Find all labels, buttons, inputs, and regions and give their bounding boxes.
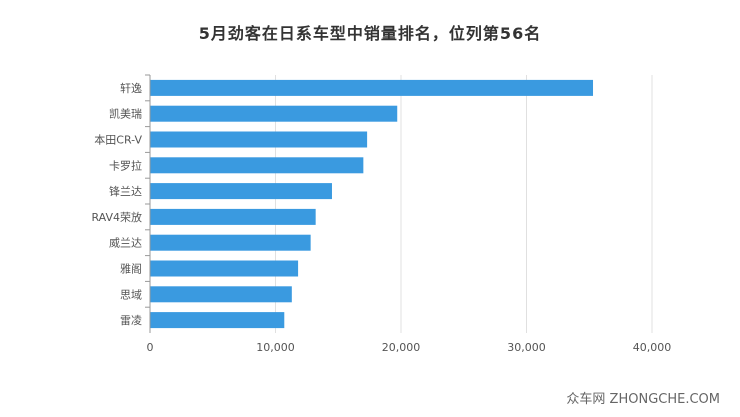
category-label: 雅阁	[120, 262, 142, 276]
x-tick-label: 0	[147, 341, 154, 354]
bar	[150, 312, 285, 329]
bar	[150, 286, 292, 303]
category-label: 本田CR-V	[94, 133, 142, 147]
bar	[150, 131, 368, 148]
category-label: 轩逸	[120, 81, 142, 95]
category-label: 凯美瑞	[109, 107, 142, 121]
x-tick-label: 10,000	[256, 341, 295, 354]
bar	[150, 260, 299, 277]
chart-title: 5月劲客在日系车型中销量排名，位列第56名	[198, 24, 542, 43]
x-tick-label: 30,000	[507, 341, 546, 354]
x-tick-label: 20,000	[382, 341, 421, 354]
bar	[150, 79, 594, 96]
category-label: 锋兰达	[109, 185, 142, 198]
category-label: 思域	[120, 288, 142, 301]
category-label: RAV4荣放	[91, 210, 142, 224]
bar	[150, 234, 311, 251]
watermark: 众车网 ZHONGCHE.COM	[566, 392, 720, 407]
bar	[150, 183, 332, 200]
category-label: 卡罗拉	[109, 158, 142, 172]
x-tick-label: 40,000	[633, 341, 672, 354]
x-tick-labels: 0 10,000 20,000 30,000 40,000	[147, 341, 672, 354]
bar	[150, 105, 398, 122]
bar	[150, 157, 364, 174]
category-label: 雷凌	[120, 313, 142, 327]
bars	[150, 79, 594, 329]
category-label: 威兰达	[109, 237, 142, 250]
bar	[150, 208, 316, 225]
